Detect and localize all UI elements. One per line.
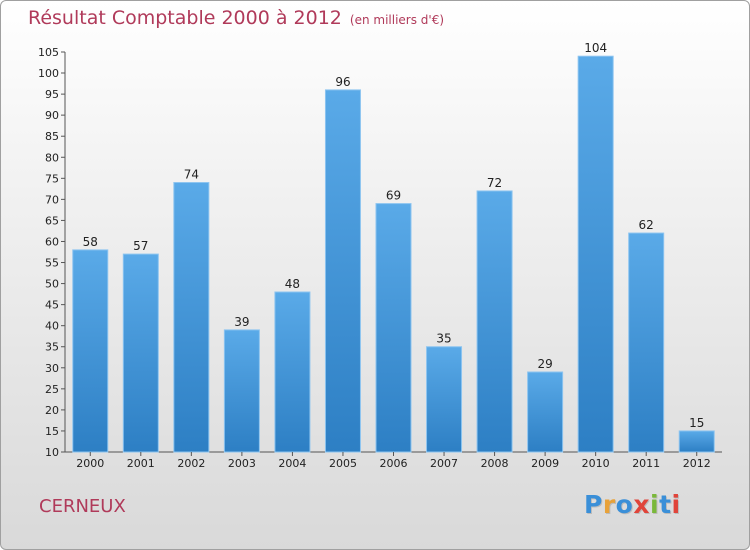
y-tick-label: 45: [45, 299, 59, 312]
y-tick-label: 30: [45, 362, 59, 375]
data-label-2012: 15: [689, 416, 704, 430]
data-label-2009: 29: [537, 357, 552, 371]
y-tick-label: 75: [45, 172, 59, 185]
data-label-2003: 39: [234, 315, 249, 329]
x-tick-label-2001: 2001: [127, 457, 155, 470]
bar-2009: [527, 371, 564, 453]
logo-letter: i: [671, 490, 681, 519]
y-tick-label: 50: [45, 278, 59, 291]
data-label-2001: 57: [133, 239, 148, 253]
logo-letter: i: [650, 490, 660, 519]
y-tick-label: 65: [45, 214, 59, 227]
x-tick-label-2000: 2000: [76, 457, 104, 470]
x-tick-label-2009: 2009: [531, 457, 559, 470]
data-label-2006: 69: [386, 189, 401, 203]
data-label-2002: 74: [184, 168, 199, 182]
x-tick-label-2007: 2007: [430, 457, 458, 470]
bar-2003: [223, 329, 260, 453]
chart-subtitle: (en milliers d'€): [349, 13, 445, 27]
data-label-2004: 48: [285, 277, 300, 291]
chart-title: Résultat Comptable 2000 à 2012: [28, 7, 342, 29]
x-tick-label-2012: 2012: [683, 457, 711, 470]
x-tick-label-2005: 2005: [329, 457, 357, 470]
y-tick-label: 60: [45, 235, 59, 248]
bar-2005: [324, 89, 361, 453]
y-tick-label: 80: [45, 151, 59, 164]
y-tick-label: 70: [45, 193, 59, 206]
bar-2001: [122, 253, 159, 453]
y-tick-label: 85: [45, 130, 59, 143]
proxiti-logo: Proxiti: [584, 490, 681, 519]
y-tick-label: 20: [45, 404, 59, 417]
y-tick-label: 35: [45, 341, 59, 354]
commune-name: CERNEUX: [39, 496, 126, 517]
bar-2007: [426, 346, 463, 453]
bar-2004: [274, 291, 311, 453]
y-tick-label: 95: [45, 88, 59, 101]
x-tick-label-2006: 2006: [380, 457, 408, 470]
logo-letter: o: [615, 490, 634, 519]
x-tick-label-2010: 2010: [582, 457, 610, 470]
x-tick-label-2011: 2011: [632, 457, 660, 470]
y-tick-label: 55: [45, 257, 59, 270]
logo-letter: P: [584, 490, 603, 519]
bar-2000: [72, 249, 109, 453]
x-tick-label-2003: 2003: [228, 457, 256, 470]
y-tick-label: 105: [38, 46, 59, 59]
y-tick-label: 40: [45, 320, 59, 333]
x-tick-label-2002: 2002: [177, 457, 205, 470]
x-tick-label-2004: 2004: [278, 457, 306, 470]
x-tick-label-2008: 2008: [481, 457, 509, 470]
data-label-2008: 72: [487, 176, 502, 190]
data-label-2000: 58: [83, 235, 98, 249]
data-label-2007: 35: [436, 332, 451, 346]
bar-2011: [628, 232, 665, 453]
y-tick-label: 25: [45, 383, 59, 396]
y-tick-label: 10: [45, 446, 59, 459]
y-tick-label: 15: [45, 425, 59, 438]
bar-2006: [375, 203, 412, 453]
data-label-2005: 96: [335, 75, 350, 89]
y-tick-label: 100: [38, 67, 59, 80]
logo-letter: t: [659, 490, 672, 519]
chart-title-block: Résultat Comptable 2000 à 2012 (en millie…: [28, 7, 444, 29]
bar-2010: [577, 55, 614, 453]
data-label-2010: 104: [584, 41, 607, 55]
bar-2012: [678, 430, 715, 453]
logo-letter: x: [633, 490, 650, 519]
bar-2002: [173, 182, 210, 453]
y-tick-label: 90: [45, 109, 59, 122]
logo-letter: r: [602, 490, 616, 519]
data-label-2011: 62: [639, 218, 654, 232]
bar-2008: [476, 190, 513, 453]
